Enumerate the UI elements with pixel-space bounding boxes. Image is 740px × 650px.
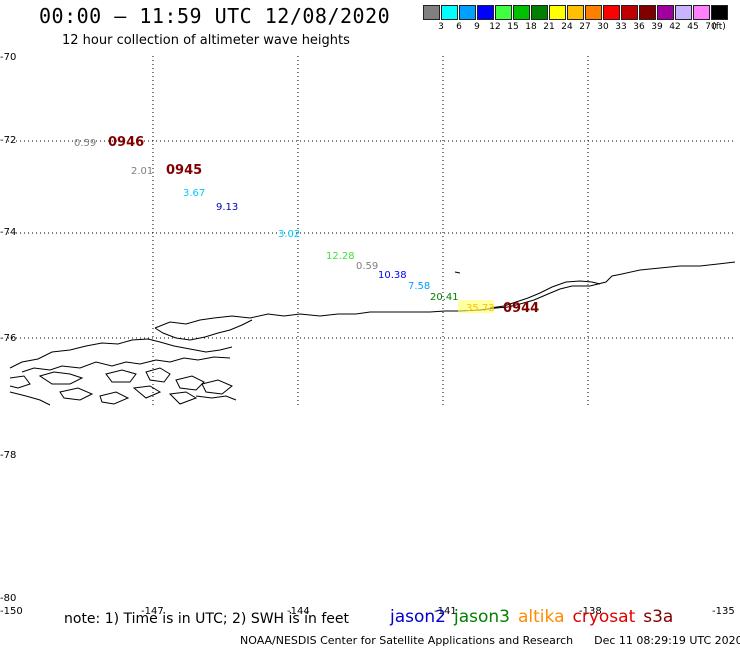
island-9: [132, 385, 162, 399]
lon-label-135: -135: [712, 606, 735, 617]
graticule: [8, 56, 735, 405]
legend-tick-24: 24: [561, 22, 573, 32]
satellite-cryosat: cryosat: [572, 607, 636, 627]
legend-tick-70: 70: [705, 22, 717, 32]
pass-time-label: 0945: [166, 163, 202, 178]
legend-swatch-6: [531, 5, 548, 20]
lon-label-147: -147: [141, 606, 164, 617]
wave-height-label: 20.41: [430, 292, 459, 303]
island-5: [201, 379, 233, 395]
wave-height-legend: 3 6 9 12 15 18 21 24 27 30 33 36 39 42 45 70 (ft): [423, 5, 729, 34]
lat-label-76: -76: [0, 333, 17, 344]
lat-label-70: -70: [0, 52, 17, 63]
coast-segment-d: [9, 391, 51, 406]
legend-ticks: 3 6 9 12 15 18 21 24 27 30 33 36 39 42 45 70 (ft): [423, 22, 729, 34]
lat-label-80: -80: [0, 593, 17, 604]
satellite-jason2: jason2: [390, 607, 446, 627]
wave-height-label: 2.01: [131, 166, 153, 177]
island-2: [105, 369, 137, 383]
page-subtitle: 12 hour collection of altimeter wave hei…: [62, 33, 350, 48]
observation-highlight: [458, 300, 494, 313]
wave-height-label: 12.28: [326, 251, 355, 262]
wave-height-label: 35.73: [466, 303, 495, 314]
lat-label-74: -74: [0, 227, 17, 238]
legend-tick-30: 30: [597, 22, 609, 32]
legend-unit: (ft): [712, 22, 726, 32]
pass-time-label: 0946: [108, 135, 144, 150]
coastline: [9, 261, 736, 406]
wave-height-label: 9.13: [216, 202, 238, 213]
legend-swatch-12: [639, 5, 656, 20]
satellite-jason3: jason3: [454, 607, 510, 627]
legend-swatch-13: [657, 5, 674, 20]
legend-tick-18: 18: [525, 22, 537, 32]
credit-org: NOAA/NESDIS Center for Satellite Applica…: [240, 634, 574, 647]
legend-tick-3: 3: [438, 22, 444, 32]
wave-height-label: 0.59: [356, 261, 378, 272]
wave-height-label: 0.59: [74, 138, 96, 149]
satellite-altika: altika: [518, 607, 565, 627]
legend-tick-39: 39: [651, 22, 663, 32]
satellite-legend: jason2 jason3 altika cryosat s3a: [390, 607, 681, 627]
legend-swatch-7: [549, 5, 566, 20]
page-title: 00:00 – 11:59 UTC 12/08/2020: [39, 4, 391, 28]
legend-tick-9: 9: [474, 22, 480, 32]
lon-label-141: -141: [434, 606, 457, 617]
island-4: [175, 375, 205, 391]
island-6: [9, 375, 31, 389]
legend-swatch-9: [585, 5, 602, 20]
wave-height-label: 7.58: [408, 281, 430, 292]
wave-height-label: 3.67: [183, 188, 205, 199]
coast-segment-a: [154, 319, 253, 341]
island-3: [145, 367, 171, 383]
coast-segment-b: [9, 338, 233, 369]
island-10: [168, 391, 198, 405]
legend-swatch-10: [603, 5, 620, 20]
legend-tick-45: 45: [687, 22, 699, 32]
legend-tick-42: 42: [669, 22, 681, 32]
legend-tick-15: 15: [507, 22, 519, 32]
legend-swatch-15: [693, 5, 710, 20]
legend-tick-6: 6: [456, 22, 462, 32]
legend-tick-27: 27: [579, 22, 591, 32]
island-7: [59, 387, 94, 401]
legend-tick-36: 36: [633, 22, 645, 32]
observation-labels: 0.592.013.679.133.0212.280.5910.387.5820…: [74, 135, 539, 316]
lat-label-72: -72: [0, 135, 17, 146]
legend-swatch-5: [513, 5, 530, 20]
satellite-s3a: s3a: [643, 607, 674, 627]
legend-tick-33: 33: [615, 22, 627, 32]
legend-swatch-11: [621, 5, 638, 20]
lat-label-78: -78: [0, 450, 17, 461]
wave-height-label: 3.02: [278, 229, 300, 240]
lon-label-138: -138: [579, 606, 602, 617]
legend-swatch-8: [567, 5, 584, 20]
legend-swatch-1: [441, 5, 458, 20]
pass-time-label: 0944: [503, 301, 539, 316]
wave-height-label: 10.38: [378, 270, 407, 281]
coast-segment-c: [21, 356, 231, 373]
legend-swatch-2: [459, 5, 476, 20]
footer-credit: NOAA/NESDIS Center for Satellite Applica…: [240, 634, 740, 647]
lon-label-150: -150: [0, 606, 23, 617]
small-feature: [454, 271, 461, 274]
legend-tick-21: 21: [543, 22, 555, 32]
legend-swatch-16: [711, 5, 728, 20]
island-8: [99, 391, 130, 405]
legend-swatch-14: [675, 5, 692, 20]
island-1: [38, 371, 84, 385]
legend-tick-12: 12: [489, 22, 501, 32]
lon-label-144: -144: [287, 606, 310, 617]
legend-swatch-0: [423, 5, 440, 20]
legend-swatch-4: [495, 5, 512, 20]
legend-swatches: [423, 5, 729, 20]
footer-note: note: 1) Time is in UTC; 2) SWH is in fe…: [64, 611, 350, 627]
credit-timestamp: Dec 11 08:29:19 UTC 2020: [594, 634, 740, 647]
legend-swatch-3: [477, 5, 494, 20]
coast-segment-e: [195, 395, 237, 401]
ice-shelf-inner: [489, 280, 601, 309]
